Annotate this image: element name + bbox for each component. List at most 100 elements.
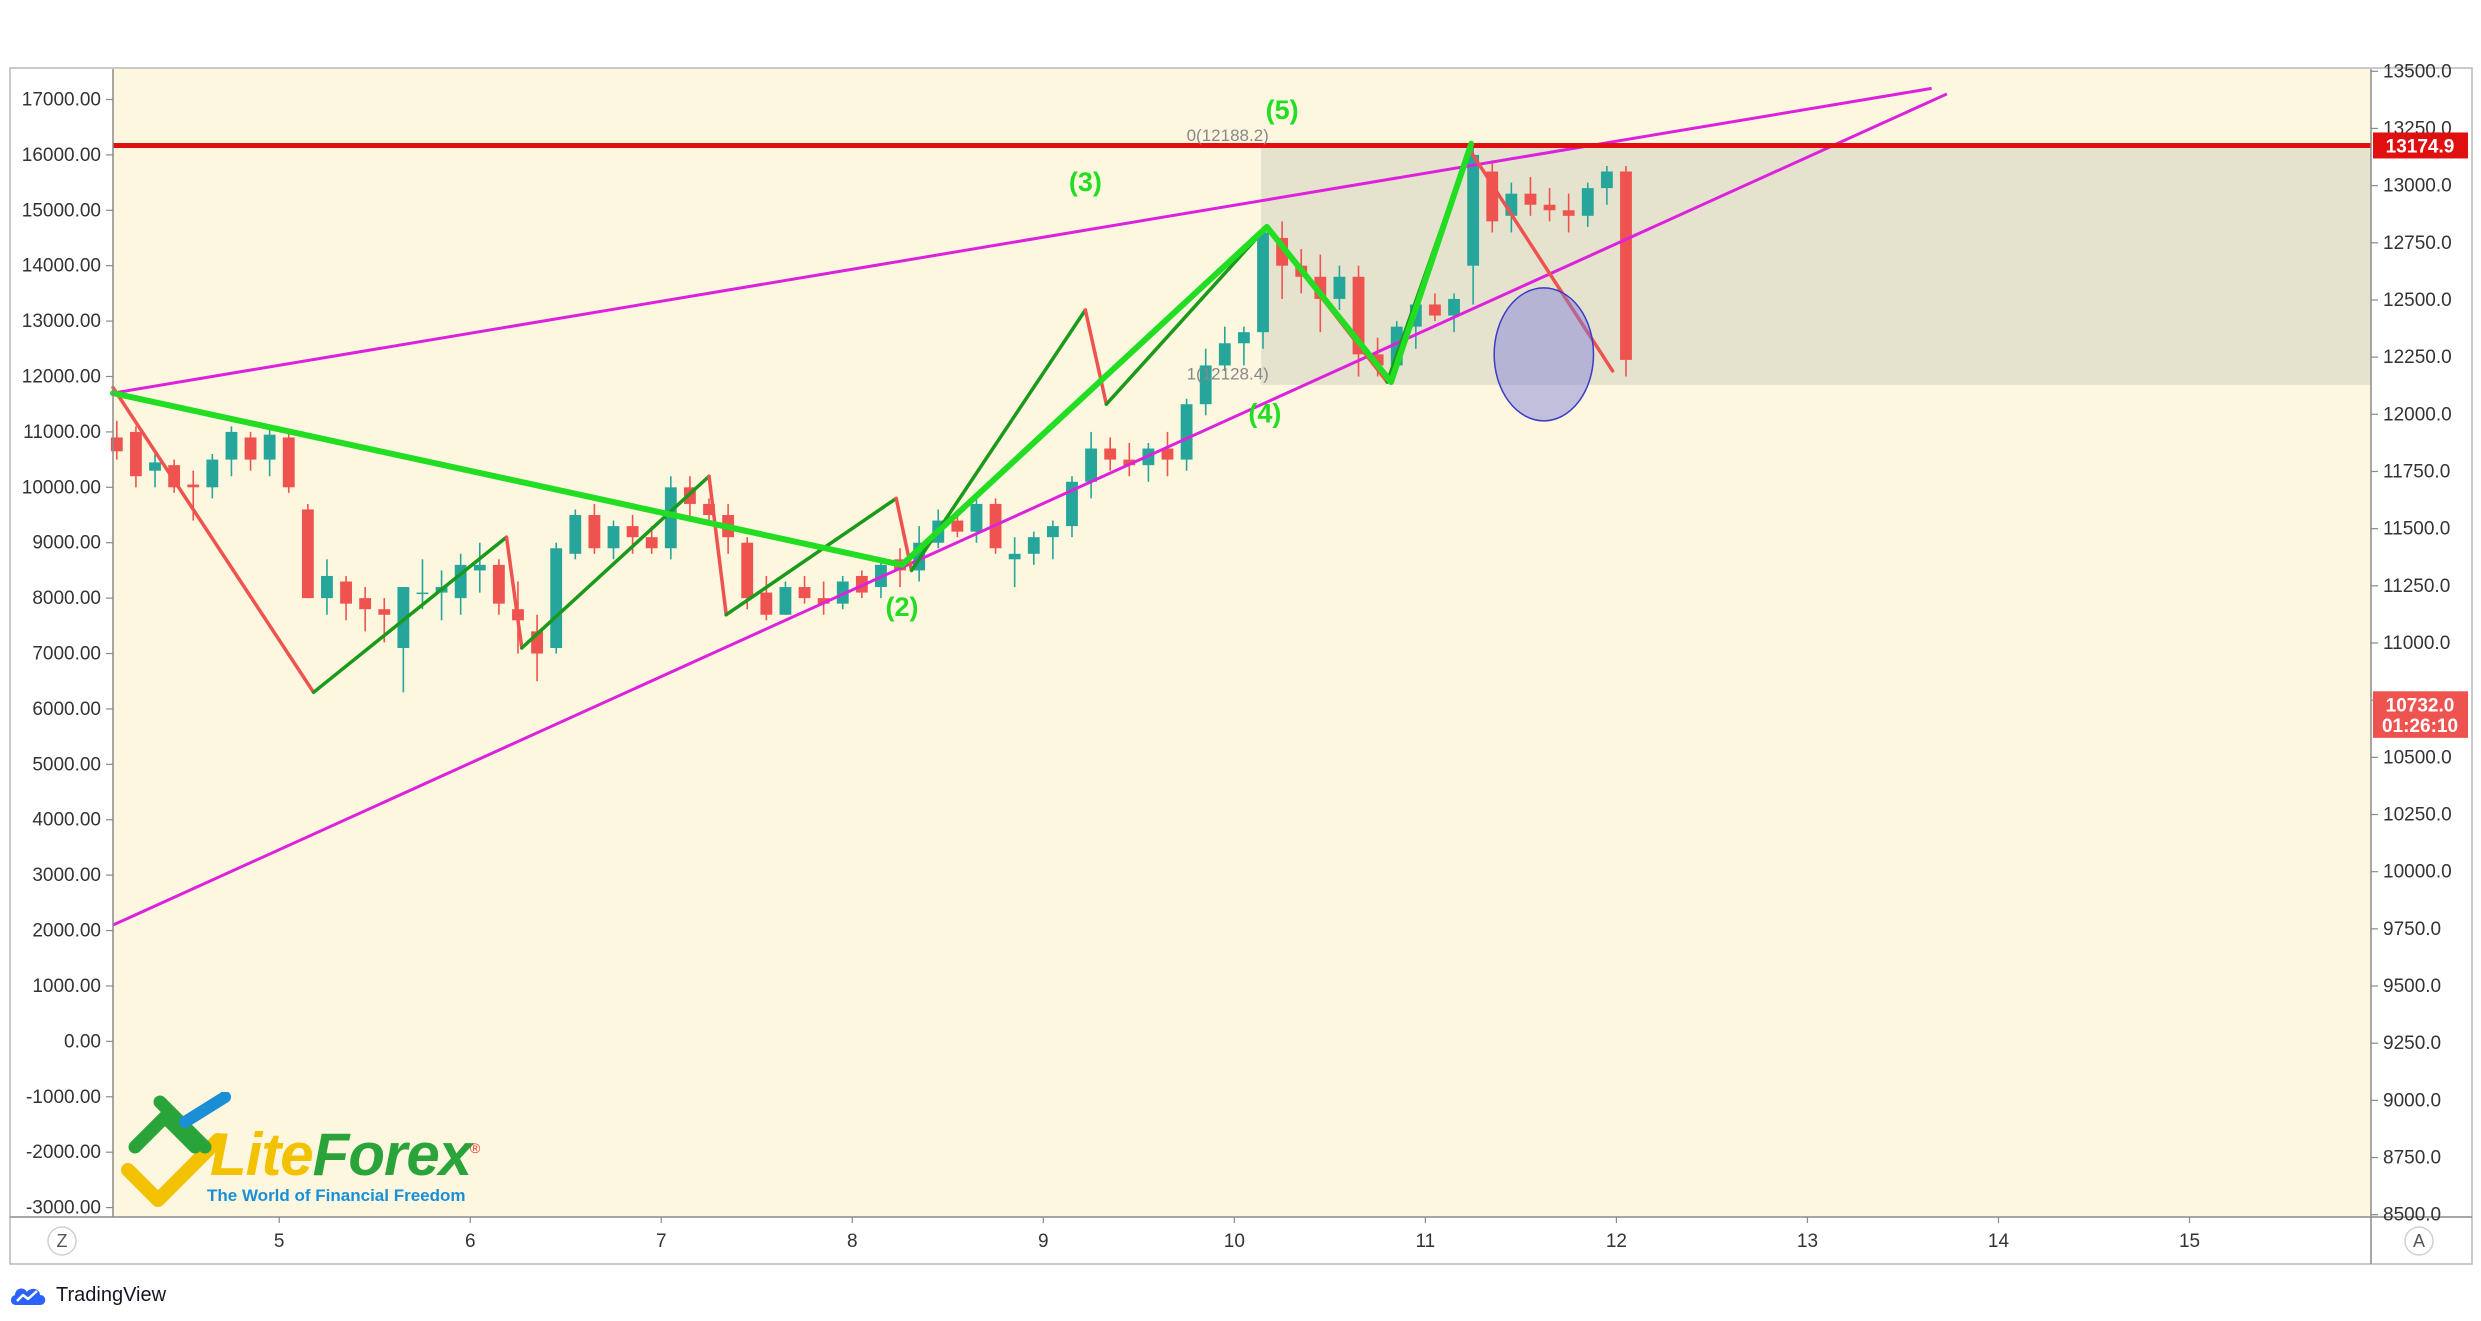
candle [1581,182,1594,227]
candle-body [1333,276,1346,299]
candle [359,587,372,632]
auto-scale-button[interactable]: A [2404,1226,2434,1256]
candle [1429,293,1441,322]
shaded-zone-layer [1261,144,2371,385]
right-axis-tick-label: 12000.0 [2383,404,2452,425]
candle-body [1543,204,1556,211]
candle [340,575,352,621]
candle-body [703,503,715,516]
candle [1123,442,1136,477]
x-axis-tick-label: 14 [1988,1231,2010,1252]
candle-body [970,503,983,532]
zigzag-segment [520,474,711,650]
candle-body [1524,193,1537,205]
right-axis-tick-label: 13500.0 [2383,61,2452,82]
zoom-button-left[interactable]: Z [47,1226,77,1256]
left-axis-tick-label: 2000.00 [32,921,101,942]
current-price-tag-text: 10732.0 [2386,695,2455,716]
right-axis-tick-label: 10000.0 [2383,862,2452,883]
candle [1237,326,1250,366]
candle [1352,265,1365,377]
auto-scale-button-label: A [2413,1231,2425,1251]
highlight-ellipse [1493,287,1595,422]
candle-body [569,515,582,554]
left-axis-tick-label: -2000.00 [26,1142,101,1163]
candle-body [1046,526,1059,538]
candle-body [951,520,964,532]
current-price-tag-box [2373,711,2468,738]
x-axis-tick-label: 15 [2179,1231,2200,1252]
candle-body [1276,237,1289,266]
right-axis-tick-label: 10250.0 [2383,805,2452,826]
candle [1600,165,1613,205]
candle-body [1180,404,1193,460]
right-axis-tick-label: 9000.0 [2383,1090,2441,1111]
right-axis-tick-label: 9750.0 [2383,919,2441,940]
zigzag-segment [311,535,509,695]
candle [149,454,161,488]
candle-body [225,431,238,460]
candle-body [1008,553,1021,560]
wave-label: (5) [1266,95,1299,125]
candle [1448,293,1460,333]
right-axis: 13500.013250.013000.012750.012500.012250… [2371,61,2452,1226]
candle [454,553,467,615]
candle-body [550,548,563,648]
candle-body [1237,332,1250,344]
tradingview-brand[interactable]: TradingView [8,1280,166,1310]
candle-body [1600,171,1613,189]
candle [225,426,238,477]
x-axis-tick-label: 8 [847,1231,858,1252]
candle-body [779,587,792,615]
wave-label: (2) [885,592,918,622]
candle [607,520,620,560]
candle-body [1429,304,1441,316]
candle-body [244,437,257,460]
candle [817,581,830,615]
right-axis-tick-label: 11000.0 [2383,633,2450,654]
candle-body [1257,232,1269,333]
fib-level-label: 0(12188.2) [1187,126,1269,145]
candle-body [1314,276,1327,299]
candle [1085,431,1098,499]
left-axis-tick-label: 7000.00 [32,644,101,665]
candle-body [397,587,410,648]
candle-body [187,484,200,488]
x-axis-tick-label: 6 [465,1231,476,1252]
x-axis-tick-label: 12 [1606,1231,1627,1252]
candle [836,575,849,610]
candle-body [282,437,295,488]
candle [282,431,295,493]
left-axis-tick-label: 0.00 [64,1031,101,1052]
candle-body [1161,448,1174,460]
tradingview-label: TradingView [56,1283,167,1306]
right-axis-tick-label: 9500.0 [2383,976,2441,997]
candle [416,559,429,610]
annotation-layer: (2) (3) (4) (5)0(12188.2) 1(12128.4) [885,95,1298,622]
logo-lite: Lite [210,1121,314,1188]
candle [1066,476,1078,538]
candle-body [1352,276,1365,355]
elliott-wave-path [110,140,1475,568]
current-price-tag: 01:26:10 [2373,711,2468,738]
candle-body [321,575,333,599]
logo-wordmark: LiteForex [210,1120,472,1189]
drawing-layer [110,86,2371,927]
left-axis-tick-label: 4000.00 [32,810,101,831]
candle [951,515,964,538]
x-axis: 5 6 7 8 9 10 11 12 13 14 15 [274,1217,2200,1252]
zigzag-segment [504,535,524,650]
right-axis-tick-label: 8500.0 [2383,1205,2441,1226]
candle-body [1505,193,1518,216]
x-axis-tick-label: 7 [656,1231,667,1252]
candle-body [340,581,352,604]
candle-body [1104,448,1117,460]
candle [492,559,505,615]
candle-body [1218,343,1231,366]
candle-body [607,526,620,549]
candle [1046,520,1059,560]
logo-registered-mark: ® [470,1140,481,1156]
candle [1524,177,1537,216]
candle-body [473,564,486,571]
